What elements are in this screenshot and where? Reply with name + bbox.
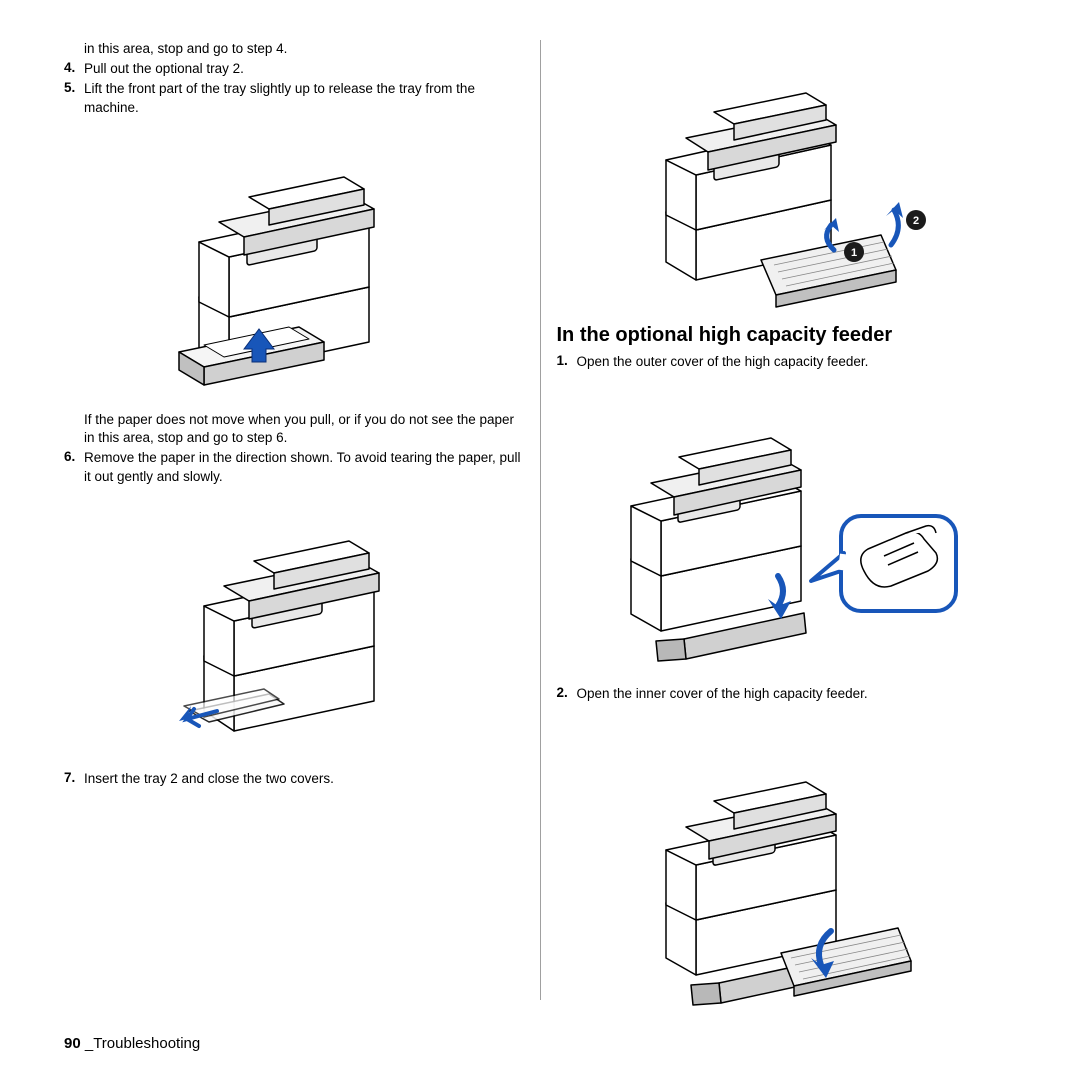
figure-hcf-inner: [557, 713, 1017, 1013]
step-body: Open the outer cover of the high capacit…: [577, 353, 1017, 371]
step-body: Open the inner cover of the high capacit…: [577, 685, 1017, 703]
step-6: 6. Remove the paper in the direction sho…: [64, 449, 524, 485]
after-step5: If the paper does not move when you pull…: [84, 411, 524, 447]
figure-tray-lift: [64, 127, 524, 397]
section-heading: In the optional high capacity feeder: [557, 324, 1017, 347]
step-num: 7.: [64, 770, 84, 788]
figure-close-covers: 1 2: [557, 50, 1017, 310]
step-4: 4. Pull out the optional tray 2.: [64, 60, 524, 78]
step-body: Lift the front part of the tray slightly…: [84, 80, 524, 116]
intro-text: in this area, stop and go to step 4.: [84, 40, 524, 58]
printer-illustration-3: 1 2: [636, 50, 936, 310]
right-column: 1 2 In the optional high capacity feeder…: [541, 40, 1021, 1030]
page-footer: 90 _Troubleshooting: [64, 1035, 200, 1052]
step-body: Pull out the optional tray 2.: [84, 60, 524, 78]
footer-section: _Troubleshooting: [85, 1035, 200, 1052]
step-num: 4.: [64, 60, 84, 78]
page-number: 90: [64, 1035, 81, 1052]
step-num: 5.: [64, 80, 84, 116]
left-column: in this area, stop and go to step 4. 4. …: [60, 40, 540, 1030]
hcf-step-1: 1. Open the outer cover of the high capa…: [557, 353, 1017, 371]
step-7: 7. Insert the tray 2 and close the two c…: [64, 770, 524, 788]
printer-illustration-5: [636, 713, 936, 1013]
printer-illustration-1: [169, 127, 419, 397]
step-num: 2.: [557, 685, 577, 703]
step-num: 6.: [64, 449, 84, 485]
step-body: Insert the tray 2 and close the two cove…: [84, 770, 524, 788]
callout-1: 1: [851, 247, 857, 259]
printer-illustration-4: [606, 381, 966, 671]
step-num: 1.: [557, 353, 577, 371]
step-body: Remove the paper in the direction shown.…: [84, 449, 524, 485]
figure-remove-paper: [64, 496, 524, 756]
hcf-step-2: 2. Open the inner cover of the high capa…: [557, 685, 1017, 703]
printer-illustration-2: [169, 496, 419, 756]
callout-2: 2: [913, 215, 919, 227]
step-5: 5. Lift the front part of the tray sligh…: [64, 80, 524, 116]
figure-hcf-outer: [557, 381, 1017, 671]
